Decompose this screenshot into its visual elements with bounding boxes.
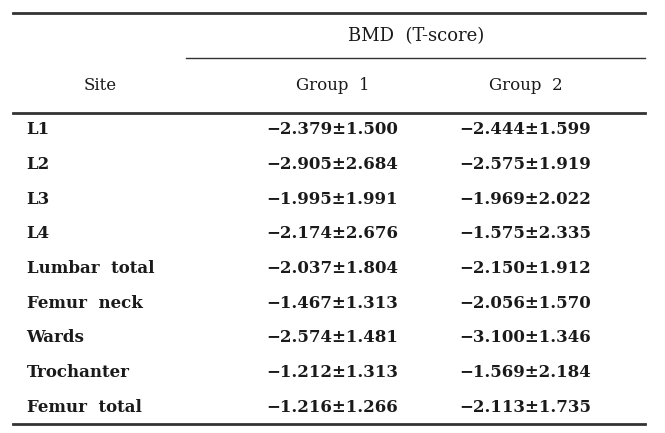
Text: −2.444±1.599: −2.444±1.599 [460, 121, 591, 139]
Text: −1.212±1.313: −1.212±1.313 [267, 364, 398, 381]
Text: −3.100±1.346: −3.100±1.346 [460, 329, 591, 346]
Text: −1.969±2.022: −1.969±2.022 [460, 191, 591, 208]
Text: BMD  (T-score): BMD (T-score) [348, 27, 483, 45]
Text: −2.905±2.684: −2.905±2.684 [267, 156, 398, 173]
Text: −1.216±1.266: −1.216±1.266 [267, 398, 398, 416]
Text: −1.467±1.313: −1.467±1.313 [267, 294, 398, 312]
Text: −2.150±1.912: −2.150±1.912 [460, 260, 591, 277]
Text: L4: L4 [27, 225, 50, 242]
Text: L2: L2 [27, 156, 50, 173]
Text: −2.113±1.735: −2.113±1.735 [460, 398, 591, 416]
Text: Wards: Wards [27, 329, 84, 346]
Text: −1.575±2.335: −1.575±2.335 [460, 225, 591, 242]
Text: L1: L1 [27, 121, 50, 139]
Text: −2.575±1.919: −2.575±1.919 [460, 156, 591, 173]
Text: L3: L3 [27, 191, 50, 208]
Text: −2.037±1.804: −2.037±1.804 [267, 260, 398, 277]
Text: Group  1: Group 1 [296, 77, 369, 94]
Text: −2.574±1.481: −2.574±1.481 [267, 329, 398, 346]
Text: −2.174±2.676: −2.174±2.676 [267, 225, 398, 242]
Text: −1.569±2.184: −1.569±2.184 [460, 364, 591, 381]
Text: −1.995±1.991: −1.995±1.991 [267, 191, 398, 208]
Text: Site: Site [83, 77, 116, 94]
Text: Lumbar  total: Lumbar total [27, 260, 154, 277]
Text: Femur  neck: Femur neck [27, 294, 142, 312]
Text: Trochanter: Trochanter [27, 364, 130, 381]
Text: Group  2: Group 2 [489, 77, 562, 94]
Text: −2.056±1.570: −2.056±1.570 [460, 294, 591, 312]
Text: −2.379±1.500: −2.379±1.500 [267, 121, 398, 139]
Text: Femur  total: Femur total [27, 398, 142, 416]
